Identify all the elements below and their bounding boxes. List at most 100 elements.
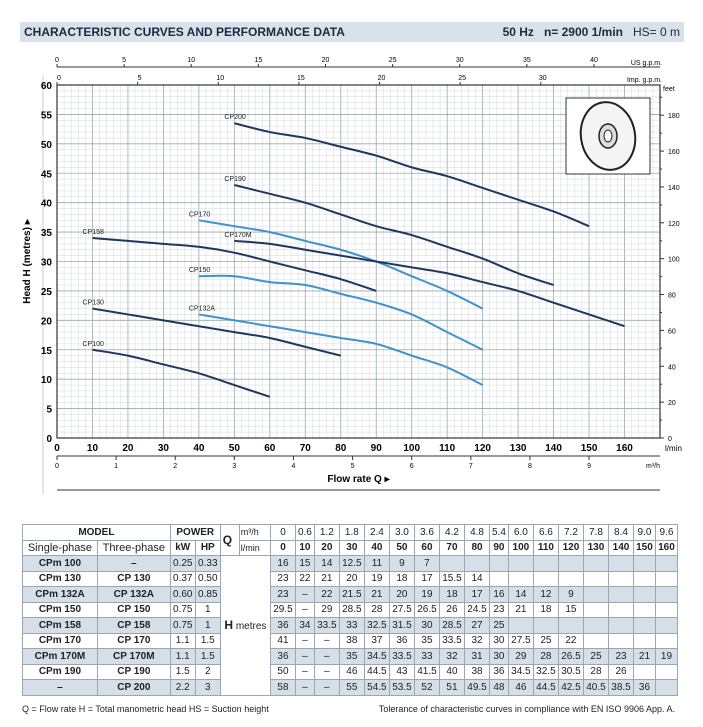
y-tick-label: 60: [41, 81, 53, 92]
imp-gpm-tick-label: 25: [458, 75, 466, 82]
curve-label: CP132A: [189, 305, 215, 312]
table-cell: 33.5: [388, 648, 415, 665]
table-cell: 55: [338, 679, 365, 696]
m3h-value: 4.2: [438, 524, 466, 541]
table-cell: 0.25: [169, 555, 196, 572]
table-cell: 22: [294, 570, 315, 587]
table-cell: [507, 617, 534, 634]
curve-cp150: [198, 274, 484, 351]
table-cell: –: [96, 555, 171, 572]
table-cell: [633, 586, 656, 603]
legend-note: Q = Flow rate H = Total manometric head …: [22, 704, 269, 714]
m3h-value: 8.4: [607, 524, 635, 541]
table-cell: [507, 555, 534, 572]
us-gpm-tick-label: 40: [590, 57, 598, 64]
x-tick-label: 130: [510, 443, 527, 454]
m3h-tick-label: 1: [114, 463, 118, 470]
table-cell: [654, 555, 679, 572]
m3h-unit-label: m³/h: [646, 463, 660, 470]
table-cell: [607, 586, 635, 603]
table-cell: 26: [607, 663, 635, 680]
curve-label: CP190: [224, 176, 246, 183]
lmin-value: 20: [313, 539, 340, 556]
table-cell: –: [22, 679, 98, 696]
lmin-value: 80: [463, 539, 491, 556]
table-cell: 31: [463, 648, 491, 665]
suction-height: HS= 0 m: [632, 25, 680, 39]
x-unit-label: l/min: [665, 444, 682, 453]
table-cell: 0.60: [169, 586, 196, 603]
x-tick-label: 100: [403, 443, 420, 454]
table-cell: 49.5: [463, 679, 491, 696]
lmin-value: 150: [633, 539, 656, 556]
m3h-value: 6.0: [507, 524, 534, 541]
x-tick-label: 140: [545, 443, 562, 454]
table-cell: 28: [582, 663, 609, 680]
table-cell: CPm 132A: [22, 586, 98, 603]
table-cell: 16: [269, 555, 296, 572]
curve-label: CP170: [189, 211, 211, 218]
table-cell: [633, 555, 656, 572]
table-cell: –: [313, 663, 340, 680]
m3h-tick-label: 4: [292, 463, 296, 470]
h-unit: metres: [235, 621, 267, 633]
x-tick-label: 120: [474, 443, 491, 454]
curve-label: CP130: [82, 300, 104, 307]
tolerance-note: Tolerance of characteristic curves in co…: [378, 704, 675, 714]
table-cell: 37: [363, 632, 390, 649]
m3h-value: 7.8: [582, 524, 609, 541]
table-cell: –: [313, 632, 340, 649]
table-cell: 32: [438, 648, 466, 665]
table-cell: 40: [438, 663, 466, 680]
table-cell: [654, 601, 679, 618]
feet-tick-label: 140: [668, 185, 680, 192]
table-cell: 23: [269, 586, 296, 603]
m3h-value: 0: [269, 524, 296, 541]
table-cell: 35: [338, 648, 365, 665]
x-tick-label: 30: [158, 443, 170, 454]
table-cell: [532, 555, 559, 572]
table-cell: 15: [557, 601, 584, 618]
curve-cp158: [92, 236, 377, 292]
m3h-value: 9.6: [654, 524, 679, 541]
table-cell: 11: [363, 555, 390, 572]
table-row: CPm 170 CP 170 1.1 1.5 41– –38 37 36 35 33.5 32 30 2…: [22, 632, 679, 649]
hp-header: HP: [194, 539, 221, 556]
table-cell: –: [294, 679, 315, 696]
table-cell: 51: [438, 679, 466, 696]
table-cell: 9: [388, 555, 415, 572]
q-header: Q: [219, 524, 240, 556]
table-cell: 30: [489, 648, 509, 665]
table-cell: [582, 617, 609, 634]
curve-cp100: [92, 348, 271, 398]
table-cell: 28: [363, 601, 390, 618]
frequency: 50 Hz: [502, 25, 534, 39]
curve-label: CP200: [224, 114, 246, 121]
table-cell: 26: [438, 601, 466, 618]
m3h-tick-label: 0: [55, 463, 59, 470]
x-tick-label: 70: [300, 443, 312, 454]
table-cell: 52: [413, 679, 440, 696]
table-cell: 33.5: [438, 632, 466, 649]
m3h-tick-label: 7: [469, 463, 473, 470]
x-tick-label: 50: [229, 443, 241, 454]
m3h-value: 6.6: [532, 524, 559, 541]
table-cell: [607, 601, 635, 618]
table-cell: 1.1: [169, 648, 196, 665]
feet-tick-label: 40: [668, 364, 676, 371]
table-cell: 35: [413, 632, 440, 649]
y-tick-label: 10: [41, 375, 53, 386]
x-tick-label: 90: [371, 443, 383, 454]
lmin-value: 40: [363, 539, 390, 556]
table-cell: CPm 158: [22, 617, 98, 634]
us-gpm-label: US g.p.m.: [631, 60, 662, 67]
y-tick-label: 30: [41, 258, 53, 269]
table-cell: 18: [438, 586, 466, 603]
table-row: CPm 158 CP 158 0.75 1 36 34 33.5 33 32.5 31.5 30 28…: [22, 617, 679, 634]
lmin-value: 10: [294, 539, 315, 556]
table-cell: [654, 617, 679, 634]
table-cell: 1.1: [169, 632, 196, 649]
table-cell: 0.75: [169, 617, 196, 634]
curve-cp130: [92, 307, 342, 357]
m3h-value: 4.8: [463, 524, 491, 541]
